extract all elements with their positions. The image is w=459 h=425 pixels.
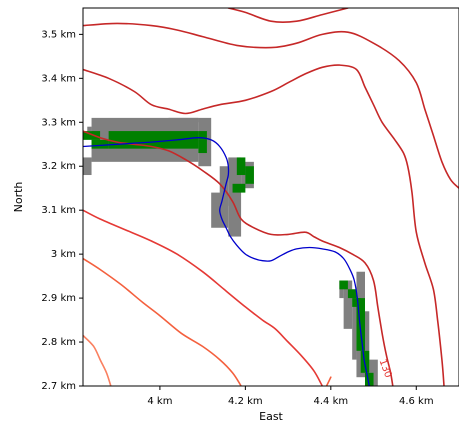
y-tick-label: 3.3 km bbox=[41, 117, 76, 128]
y-tick-label: 3 km bbox=[51, 249, 76, 260]
y-axis: 2.7 km 2.8 km 2.9 km 3 km 3.1 km 3.2 km 3.3 km… bbox=[41, 29, 83, 392]
green-cell bbox=[365, 372, 374, 386]
contour-label: 130 bbox=[377, 358, 394, 380]
gray-cell bbox=[352, 289, 357, 360]
route-path bbox=[83, 137, 370, 386]
y-tick-label: 3.1 km bbox=[41, 205, 76, 216]
y-tick-label: 2.9 km bbox=[41, 293, 76, 304]
x-axis: 4 km 4.2 km 4.4 km 4.6 km bbox=[147, 386, 434, 407]
green-cell bbox=[339, 280, 348, 290]
gray-cell bbox=[219, 166, 229, 206]
green-cell bbox=[356, 298, 365, 351]
contour-line bbox=[227, 8, 349, 23]
y-tick-label: 3.4 km bbox=[41, 73, 76, 84]
green-cell bbox=[108, 131, 199, 149]
plot-frame bbox=[82, 7, 459, 387]
gray-cell bbox=[228, 157, 242, 237]
x-axis-label: East bbox=[259, 410, 283, 423]
gray-cell bbox=[168, 117, 199, 123]
gray-cell bbox=[369, 359, 378, 386]
contour-line bbox=[83, 22, 459, 189]
gray-cell bbox=[83, 157, 92, 176]
green-cell bbox=[232, 183, 246, 193]
y-tick-label: 3.2 km bbox=[41, 161, 76, 172]
x-tick-label: 4.4 km bbox=[314, 396, 349, 407]
x-tick-label: 4.2 km bbox=[228, 396, 263, 407]
x-tick-label: 4.6 km bbox=[399, 396, 434, 407]
gray-cell bbox=[343, 280, 353, 329]
y-axis-label: North bbox=[12, 182, 25, 213]
green-cell bbox=[83, 131, 101, 140]
green-cell bbox=[245, 166, 254, 184]
contour-line bbox=[83, 130, 394, 386]
contour-line bbox=[83, 257, 242, 386]
gray-cell bbox=[87, 126, 92, 132]
y-tick-label: 3.5 km bbox=[41, 29, 76, 40]
plot-area bbox=[83, 8, 459, 386]
contour-lines-layer bbox=[83, 8, 459, 386]
contour-line bbox=[83, 64, 445, 386]
y-tick-label: 2.7 km bbox=[41, 381, 76, 392]
green-cell bbox=[236, 157, 246, 176]
gray-cell bbox=[365, 311, 370, 386]
green-cell bbox=[198, 139, 207, 154]
green-cell bbox=[352, 298, 361, 307]
green-cell bbox=[198, 131, 207, 140]
contour-line bbox=[83, 334, 112, 386]
y-tick-label: 2.8 km bbox=[41, 337, 76, 348]
x-tick-label: 4 km bbox=[147, 396, 172, 407]
green-cell bbox=[91, 139, 109, 149]
green-cell bbox=[347, 289, 357, 299]
contour-line bbox=[83, 209, 324, 386]
contour-line bbox=[325, 376, 332, 386]
